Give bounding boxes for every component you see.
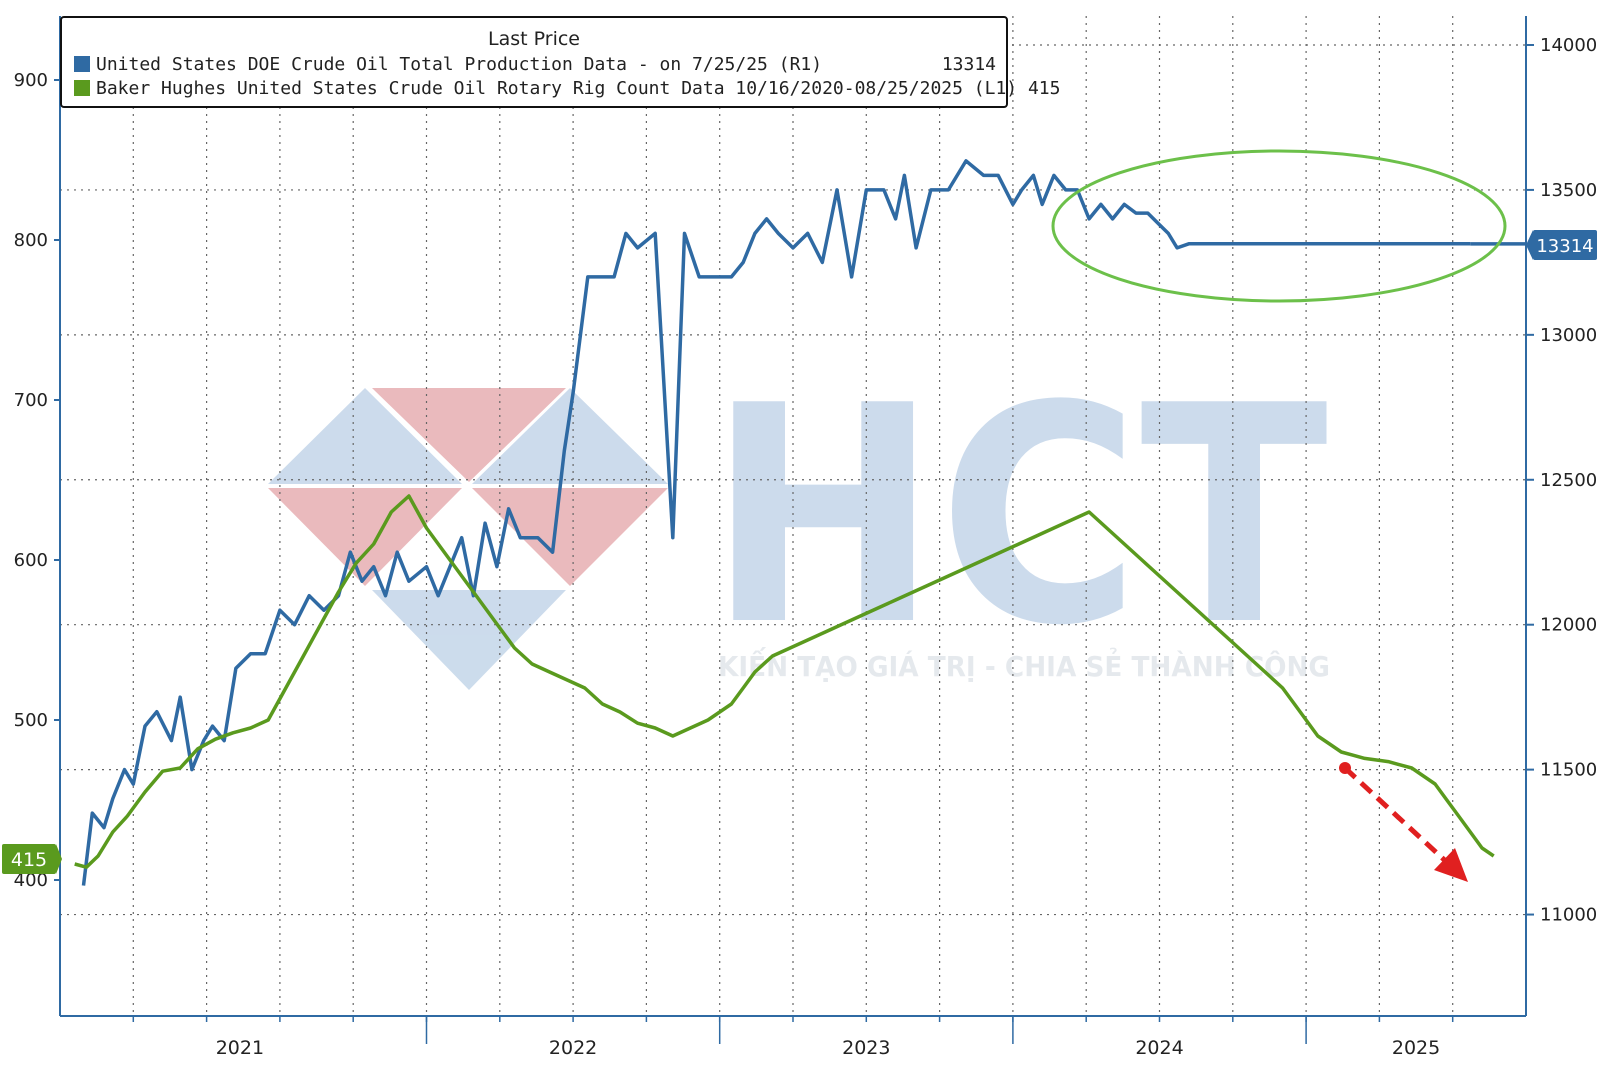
right-last-value: 13314 (1536, 236, 1593, 257)
legend-label-production: United States DOE Crude Oil Total Produc… (96, 54, 822, 75)
legend-swatch-rig-count (74, 80, 90, 96)
legend-item-production: United States DOE Crude Oil Total Produc… (74, 54, 996, 76)
watermark-blue-triangle-bottom (372, 590, 566, 690)
legend-label-rig-count: Baker Hughes United States Crude Oil Rot… (96, 78, 1061, 99)
right-tick-label: 14000 (1540, 35, 1597, 56)
chart-legend: Last Price United States DOE Crude Oil T… (60, 16, 1008, 108)
right-tick-label: 13000 (1540, 325, 1597, 346)
legend-title: Last Price (62, 28, 1006, 50)
decline-arrow-head (1434, 848, 1468, 882)
left-tick-label: 900 (14, 70, 48, 91)
legend-swatch-production (74, 56, 90, 72)
decline-arrow (1339, 762, 1468, 882)
left-tick-label: 800 (14, 230, 48, 251)
right-axis-ticks: 14000 13500 13000 12500 12000 11500 11000 (1526, 35, 1597, 926)
x-tick-label: 2022 (549, 1037, 597, 1059)
x-tick-label: 2024 (1135, 1037, 1183, 1059)
right-tick-label: 11500 (1540, 760, 1597, 781)
left-tick-label: 500 (14, 710, 48, 731)
x-tick-label: 2023 (842, 1037, 890, 1059)
right-tick-label: 12500 (1540, 470, 1597, 491)
watermark-tagline: KIẾN TẠO GIÁ TRỊ - CHIA SẺ THÀNH CÔNG (718, 646, 1330, 683)
left-tick-label: 600 (14, 550, 48, 571)
right-last-value-pointer (1526, 230, 1533, 260)
right-tick-label: 11000 (1540, 905, 1597, 926)
highlight-ellipse (1053, 151, 1505, 301)
x-tick-label: 2021 (216, 1037, 264, 1059)
legend-item-rig-count: Baker Hughes United States Crude Oil Rot… (74, 78, 996, 100)
x-axis-ticks: 2021 2022 2023 2024 2025 (133, 1016, 1452, 1059)
left-tick-label: 700 (14, 390, 48, 411)
watermark-logo: HCT KIẾN TẠO GIÁ TRỊ - CHIA SẺ THÀNH CÔN… (268, 342, 1330, 691)
legend-value-production: 13314 (942, 54, 996, 75)
left-last-value: 415 (11, 849, 47, 871)
watermark-brand: HCT (708, 342, 1329, 691)
right-tick-label: 13500 (1540, 180, 1597, 201)
right-tick-label: 12000 (1540, 615, 1597, 636)
x-tick-label: 2025 (1392, 1037, 1440, 1059)
